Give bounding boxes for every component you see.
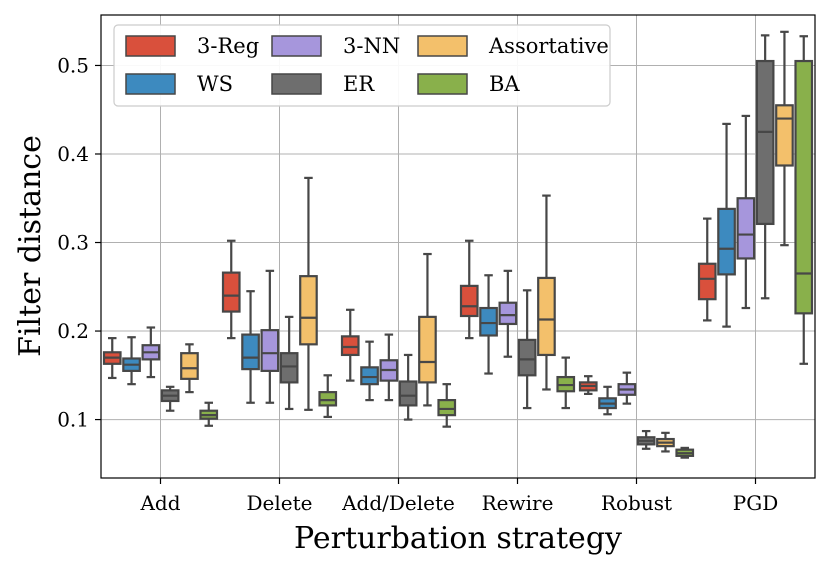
legend-label: Assortative <box>488 34 609 58</box>
x-tick-label: Delete <box>247 491 313 515</box>
box-body <box>517 338 537 377</box>
box-ba <box>437 383 457 428</box>
x-tick-label: Add/Delete <box>341 491 455 515</box>
box-body <box>299 275 318 346</box>
box-ws <box>122 336 141 386</box>
x-axis-ticks: Add Delete Add/Delete Rewire Robust PGD <box>139 478 778 515</box>
box-assortative <box>180 343 199 394</box>
box-assortative <box>775 30 794 247</box>
box-body <box>459 284 479 318</box>
box-ba <box>556 356 576 410</box>
box-assortative <box>299 176 318 411</box>
legend-label: WS <box>197 72 233 96</box>
box-body <box>360 366 379 386</box>
legend-swatch <box>271 35 322 57</box>
box-body <box>755 59 775 226</box>
box-plot-marks <box>102 30 814 459</box>
y-axis-title: Filter distance <box>13 135 48 357</box>
box-3-nn <box>498 269 518 358</box>
x-tick-label: Add <box>139 491 180 515</box>
box-3-nn <box>379 333 399 402</box>
box-3-reg <box>221 239 241 340</box>
box-body <box>794 59 814 315</box>
box-ws <box>241 290 260 404</box>
x-tick-label: PGD <box>733 491 778 515</box>
box-3-reg <box>102 337 122 380</box>
box-ws <box>717 122 736 328</box>
box-body <box>736 197 756 260</box>
plot-frame <box>100 14 816 479</box>
y-tick-label: 0.2 <box>57 319 89 343</box>
box-ws <box>360 340 379 402</box>
box-ba <box>794 35 814 365</box>
box-body <box>418 315 437 384</box>
legend-frame <box>113 24 611 107</box>
legend-label: 3-Reg <box>197 34 259 58</box>
box-3-reg <box>340 308 360 382</box>
box-er <box>755 34 775 300</box>
box-body <box>260 329 280 372</box>
legend: 3-Reg WS 3-NN ER Assortative BA <box>113 24 611 107</box>
y-tick-label: 0.4 <box>57 142 89 166</box>
box-3-reg <box>697 217 717 322</box>
box-body <box>318 391 338 407</box>
box-assortative <box>537 194 556 391</box>
x-tick-label: Robust <box>601 491 672 515</box>
box-3-nn <box>260 269 280 404</box>
box-er <box>636 429 656 450</box>
legend-swatch <box>417 35 468 57</box>
box-body <box>697 262 717 301</box>
y-tick-label: 0.5 <box>57 53 89 77</box>
box-ws <box>479 274 498 375</box>
box-body <box>537 276 556 357</box>
legend-swatch <box>417 73 468 95</box>
box-body <box>340 335 360 357</box>
y-axis-ticks: 0.1 0.2 0.3 0.4 0.5 <box>57 53 101 432</box>
box-3-reg <box>459 239 479 340</box>
box-assortative <box>418 252 437 407</box>
box-3-nn <box>141 326 161 379</box>
box-3-nn <box>617 371 637 405</box>
legend-swatch <box>125 73 176 95</box>
box-body <box>180 352 199 380</box>
legend-label: 3-NN <box>343 34 400 58</box>
box-ba <box>199 401 219 427</box>
box-assortative <box>656 431 675 453</box>
box-er <box>160 385 180 412</box>
box-3-nn <box>736 114 756 310</box>
box-er <box>279 315 299 411</box>
y-tick-label: 0.1 <box>57 408 89 432</box>
box-3-reg <box>578 375 598 395</box>
legend-label: ER <box>343 72 375 96</box>
x-axis-title: Perturbation strategy <box>294 521 622 556</box>
legend-label: BA <box>489 72 520 96</box>
box-body <box>221 271 241 313</box>
box-ba <box>318 374 338 419</box>
box-body <box>498 301 518 326</box>
box-er <box>398 353 418 421</box>
legend-swatch <box>271 73 322 95</box>
box-body <box>241 333 260 371</box>
box-body <box>279 352 299 384</box>
legend-swatch <box>125 35 176 57</box>
box-body <box>717 207 736 276</box>
x-tick-label: Rewire <box>482 491 554 515</box>
box-body <box>479 306 498 337</box>
box-ws <box>598 385 617 416</box>
box-body <box>775 104 794 167</box>
box-er <box>517 289 537 410</box>
box-body <box>398 380 418 407</box>
y-tick-label: 0.3 <box>57 231 89 255</box>
box-body <box>437 398 457 417</box>
box-ba <box>675 446 695 459</box>
